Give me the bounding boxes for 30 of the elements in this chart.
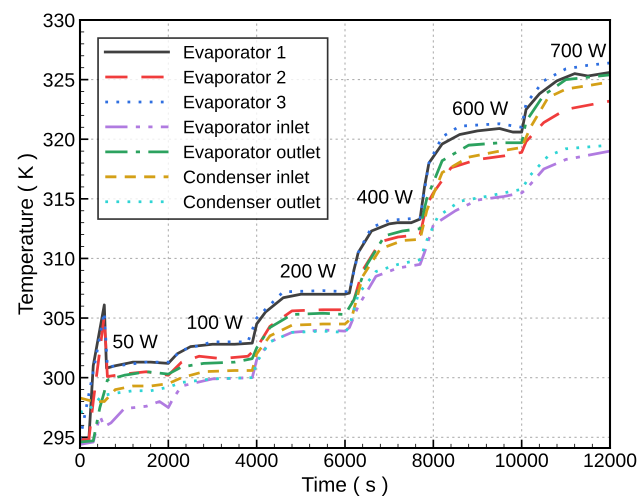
x-tick-label: 8000 [412, 453, 454, 468]
y-axis-title: Temperature ( K ) [18, 154, 38, 315]
y-tick-label: 305 [43, 312, 74, 326]
x-tick-label: 2000 [148, 453, 190, 468]
legend-label: Evaporator inlet [184, 120, 310, 137]
annotation: 700 W [551, 44, 606, 58]
annotation: 50 W [113, 334, 158, 348]
annotation: 600 W [453, 101, 508, 116]
legend-label: Evaporator 1 [184, 46, 286, 62]
y-tick-label: 330 [43, 13, 74, 28]
x-tick-label: 6000 [324, 453, 366, 468]
legend-label: Evaporator outlet [184, 145, 320, 162]
y-tick-label: 320 [43, 132, 74, 146]
y-tick-label: 310 [43, 252, 74, 266]
x-axis-title: Time ( s ) [302, 476, 388, 496]
x-tick-label: 12000 [584, 453, 636, 468]
y-tick-label: 300 [43, 371, 74, 385]
legend-label: Condenser outlet [184, 195, 320, 208]
legend-label: Evaporator 2 [184, 70, 286, 88]
y-tick-label: 315 [43, 192, 74, 206]
y-tick-label: 295 [44, 430, 74, 445]
annotation: 200 W [280, 264, 336, 278]
annotation: 100 W [188, 315, 243, 330]
legend-label: Evaporator 3 [184, 96, 286, 112]
x-tick-label: 10000 [496, 453, 548, 468]
x-tick-label: 4000 [235, 453, 278, 468]
x-tick-label: 0 [75, 453, 85, 468]
annotation: 400 W [357, 190, 413, 204]
legend-label: Condenser inlet [184, 170, 310, 184]
y-tick-label: 325 [43, 73, 74, 87]
